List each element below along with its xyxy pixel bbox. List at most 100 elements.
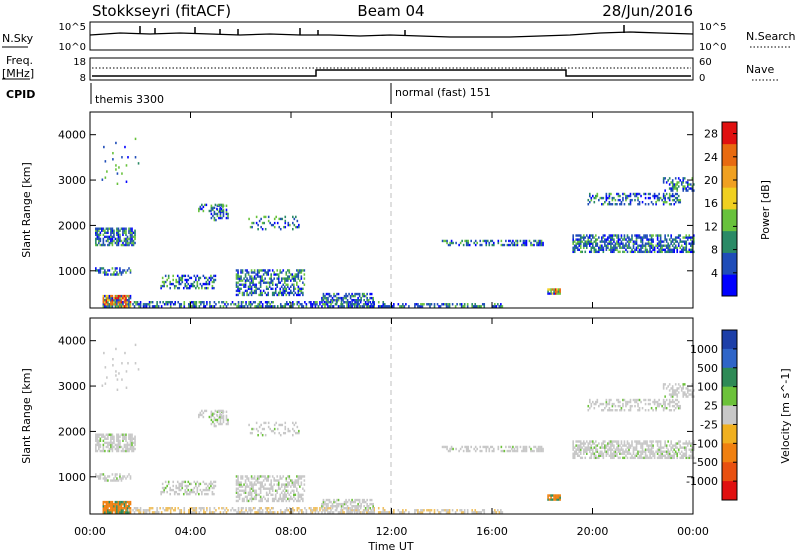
velocity-cell bbox=[169, 509, 172, 512]
velocity-cell bbox=[247, 499, 250, 503]
velocity-cell bbox=[208, 486, 211, 490]
velocity-cell bbox=[610, 452, 612, 455]
velocity-cell bbox=[144, 509, 146, 512]
power-cell bbox=[649, 246, 651, 249]
velocity-cell bbox=[192, 490, 194, 494]
power-cell bbox=[163, 282, 165, 286]
velocity-cell bbox=[119, 511, 121, 514]
velocity-cell bbox=[467, 447, 469, 451]
power-cell bbox=[595, 248, 597, 252]
velocity-cell bbox=[327, 498, 329, 502]
power-cell bbox=[261, 293, 263, 297]
velocity-cell bbox=[451, 509, 454, 512]
velocity-cell bbox=[366, 509, 368, 512]
power-cell bbox=[137, 162, 140, 165]
power-cell bbox=[638, 203, 641, 206]
power-cell bbox=[691, 244, 694, 247]
velocity-cell bbox=[282, 431, 285, 435]
power-cell bbox=[111, 241, 114, 245]
velocity-cell bbox=[689, 442, 692, 445]
velocity-cell bbox=[539, 445, 541, 449]
power-cell bbox=[151, 301, 154, 304]
power-cell bbox=[500, 305, 502, 308]
velocity-cell bbox=[263, 427, 265, 431]
velocity-cell bbox=[113, 509, 115, 512]
power-cell bbox=[443, 239, 445, 243]
power-cell bbox=[260, 305, 262, 308]
power-cell bbox=[211, 276, 214, 280]
power-cell bbox=[255, 221, 258, 225]
velocity-cell bbox=[225, 418, 228, 422]
velocity-cell bbox=[316, 507, 318, 510]
power-cell bbox=[635, 242, 638, 245]
velocity-cell bbox=[110, 433, 112, 436]
velocity-cell bbox=[144, 511, 146, 514]
power-cell bbox=[635, 238, 638, 241]
velocity-cell bbox=[265, 499, 268, 503]
velocity-cell bbox=[637, 450, 639, 453]
velocity-cell bbox=[605, 400, 608, 404]
velocity-cell bbox=[283, 493, 286, 497]
power-cell bbox=[658, 248, 660, 252]
velocity-cell bbox=[213, 492, 215, 496]
power-cell bbox=[150, 301, 152, 304]
velocity-cell bbox=[254, 511, 256, 514]
power-cell bbox=[420, 303, 422, 306]
power-cell bbox=[105, 239, 108, 243]
power-cell bbox=[172, 282, 175, 286]
velocity-cell bbox=[235, 495, 238, 499]
power-cell bbox=[108, 269, 111, 272]
velocity-cell bbox=[178, 486, 181, 490]
power-cell bbox=[116, 305, 118, 308]
velocity-cell bbox=[373, 507, 376, 510]
velocity-cell bbox=[131, 439, 133, 443]
power-cell bbox=[300, 277, 303, 280]
velocity-cell bbox=[665, 446, 668, 449]
velocity-cell bbox=[495, 511, 498, 514]
velocity-cell bbox=[635, 446, 638, 449]
power-cell bbox=[192, 282, 194, 286]
power-cell bbox=[107, 303, 109, 306]
power-cell bbox=[357, 298, 359, 302]
cpid-label: CPID bbox=[6, 88, 35, 101]
power-cell bbox=[667, 248, 669, 252]
velocity-cell bbox=[682, 446, 685, 449]
power-cell bbox=[252, 301, 255, 304]
power-cell bbox=[611, 246, 614, 249]
velocity-cell bbox=[584, 446, 587, 449]
power-cell bbox=[114, 298, 117, 302]
power-cell bbox=[284, 303, 287, 306]
power-cell bbox=[649, 248, 651, 252]
velocity-cell bbox=[169, 488, 171, 492]
velocity-cell bbox=[622, 444, 624, 447]
power-cell bbox=[204, 305, 207, 308]
power-cell bbox=[235, 281, 238, 284]
power-cell bbox=[294, 287, 297, 291]
velocity-cell bbox=[647, 402, 650, 406]
power-cell bbox=[337, 292, 340, 296]
velocity-cell bbox=[179, 488, 182, 492]
velocity-cell bbox=[557, 498, 560, 501]
power-cell bbox=[349, 296, 352, 300]
power-cell bbox=[329, 301, 332, 304]
power-cell bbox=[240, 301, 243, 304]
power-cell bbox=[572, 246, 574, 249]
velocity-cell bbox=[620, 440, 623, 443]
velocity-cell bbox=[402, 511, 404, 514]
velocity-cell bbox=[196, 488, 199, 492]
power-cell bbox=[107, 227, 109, 230]
velocity-cell bbox=[225, 422, 228, 426]
power-cell bbox=[369, 296, 371, 300]
velocity-cell bbox=[284, 509, 287, 512]
velocity-cell bbox=[122, 449, 124, 453]
power-cell bbox=[593, 196, 596, 200]
velocity-cell bbox=[640, 454, 642, 458]
velocity-cell bbox=[349, 509, 352, 512]
velocity-cell bbox=[125, 386, 128, 389]
velocity-cell bbox=[509, 445, 512, 449]
velocity-cell bbox=[207, 488, 209, 492]
velocity-cell bbox=[497, 445, 500, 449]
velocity-cell bbox=[553, 498, 555, 501]
velocity-cell bbox=[207, 484, 209, 488]
power-cell bbox=[313, 303, 315, 306]
